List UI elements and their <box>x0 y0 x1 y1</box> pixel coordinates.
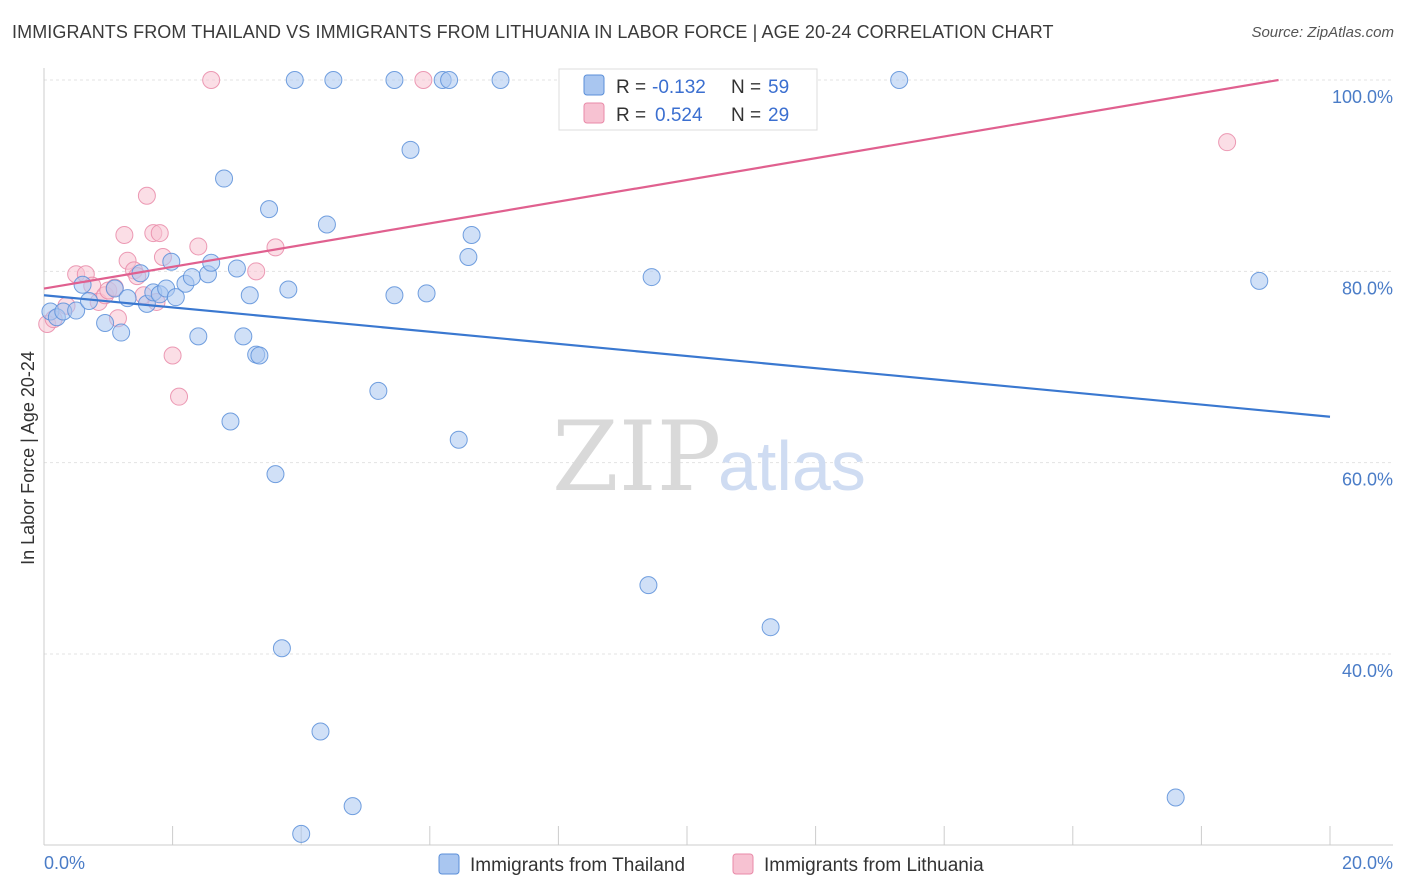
point-thailand-18 <box>182 268 201 287</box>
point-thailand-40 <box>385 286 404 305</box>
series-thailand-points <box>41 71 1269 843</box>
point-thailand-25 <box>234 327 253 346</box>
watermark: ZIP atlas <box>552 401 866 513</box>
point-thailand-50 <box>639 576 658 595</box>
point-thailand-31 <box>272 639 291 658</box>
point-thailand-52 <box>761 618 780 637</box>
y-axis-label: In Labor Force | Age 20-24 <box>18 351 38 565</box>
point-lithuania-22 <box>170 387 189 406</box>
legend-n-value-lithuania: 29 <box>768 105 789 126</box>
point-thailand-55 <box>1250 271 1269 290</box>
y-tick-labels: 40.0% 60.0% 80.0% 100.0% <box>1332 87 1393 681</box>
trend-line-thailand <box>43 294 1331 418</box>
point-thailand-6 <box>96 313 115 332</box>
point-lithuania-19 <box>150 224 169 243</box>
point-thailand-23 <box>221 412 240 431</box>
y-tick-label-0: 40.0% <box>1342 661 1393 681</box>
point-thailand-45 <box>440 71 459 89</box>
point-thailand-4 <box>73 275 92 294</box>
legend-n-value-thailand: 59 <box>768 77 789 98</box>
point-thailand-47 <box>459 247 478 266</box>
point-thailand-36 <box>317 215 336 234</box>
series-legend-swatch-lithuania <box>732 853 754 875</box>
point-thailand-49 <box>491 71 510 89</box>
point-lithuania-21 <box>163 346 182 365</box>
y-tick-label-3: 100.0% <box>1332 87 1393 107</box>
point-thailand-24 <box>227 259 246 278</box>
point-thailand-34 <box>292 824 311 843</box>
point-thailand-8 <box>112 323 131 342</box>
point-lithuania-28 <box>1218 133 1237 152</box>
legend: R = -0.132 N = 59 R = 0.524 N = 29 <box>558 68 818 131</box>
point-thailand-22 <box>215 169 234 188</box>
point-thailand-28 <box>250 346 269 365</box>
point-thailand-19 <box>189 327 208 346</box>
trend-lines <box>43 78 1331 418</box>
x-tick-label-min: 0.0% <box>44 853 85 873</box>
series-legend-label-lithuania: Immigrants from Lithuania <box>764 855 984 876</box>
point-thailand-53 <box>890 71 909 89</box>
x-tick-label-max: 20.0% <box>1342 853 1393 873</box>
point-lithuania-27 <box>414 71 433 89</box>
point-thailand-54 <box>1166 788 1185 807</box>
point-lithuania-23 <box>189 237 208 256</box>
point-lithuania-24 <box>202 71 221 89</box>
point-lithuania-16 <box>137 186 156 205</box>
legend-r-value-thailand: -0.132 <box>652 77 706 98</box>
point-thailand-38 <box>343 797 362 816</box>
point-thailand-43 <box>417 284 436 303</box>
point-thailand-33 <box>285 71 304 89</box>
point-thailand-26 <box>240 286 259 305</box>
legend-r-label-thailand: R = <box>616 77 646 98</box>
point-thailand-37 <box>324 71 343 89</box>
point-thailand-39 <box>369 381 388 400</box>
gridlines <box>44 79 1393 655</box>
y-tick-label-1: 60.0% <box>1342 470 1393 490</box>
point-thailand-46 <box>449 430 468 449</box>
point-thailand-48 <box>462 225 481 244</box>
point-thailand-7 <box>105 279 124 298</box>
trend-line-lithuania <box>43 78 1279 290</box>
axes <box>43 68 1393 846</box>
y-tick-label-2: 80.0% <box>1342 278 1393 298</box>
point-lithuania-11 <box>115 225 134 244</box>
series-legend-swatch-thailand <box>438 853 460 875</box>
legend-r-value-lithuania: 0.524 <box>655 105 703 126</box>
point-thailand-29 <box>260 200 279 219</box>
series-legend: Immigrants from Thailand Immigrants from… <box>438 853 984 876</box>
series-legend-label-thailand: Immigrants from Thailand <box>470 855 685 876</box>
point-thailand-32 <box>279 280 298 299</box>
point-thailand-21 <box>202 253 221 272</box>
legend-n-label-lithuania: N = <box>731 105 761 126</box>
legend-r-label-lithuania: R = <box>616 105 646 126</box>
point-thailand-35 <box>311 722 330 741</box>
point-thailand-41 <box>385 71 404 89</box>
source-label: Source: ZipAtlas.com <box>1251 24 1394 41</box>
point-thailand-16 <box>166 288 185 307</box>
point-lithuania-25 <box>247 262 266 281</box>
chart-title: IMMIGRANTS FROM THAILAND VS IMMIGRANTS F… <box>12 22 1054 42</box>
point-thailand-51 <box>642 268 661 287</box>
watermark-zip: ZIP <box>552 401 721 513</box>
point-thailand-42 <box>401 140 420 159</box>
legend-swatch-thailand <box>583 74 605 96</box>
point-thailand-30 <box>266 465 285 484</box>
point-thailand-3 <box>67 301 86 320</box>
watermark-atlas: atlas <box>718 427 866 505</box>
legend-swatch-lithuania <box>583 102 605 124</box>
legend-n-label-thailand: N = <box>731 77 761 98</box>
x-tick-labels: 0.0% 20.0% <box>44 853 1393 873</box>
